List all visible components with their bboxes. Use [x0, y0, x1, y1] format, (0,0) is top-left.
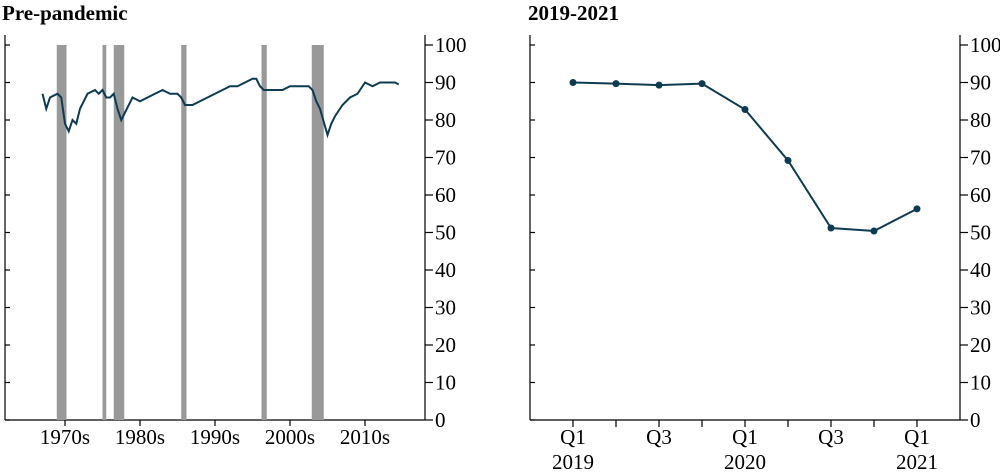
data-point [741, 106, 749, 113]
panel-title: 2019-2021 [528, 1, 619, 25]
y-tick-label: 40 [435, 258, 456, 282]
y-tick-label: 50 [970, 221, 991, 245]
x-tick-label: 2010s [340, 425, 390, 449]
x-tick-label: Q3 [646, 425, 672, 449]
x-tick-label: Q1 2021 [896, 425, 938, 474]
recession-bar [102, 45, 107, 420]
data-point [913, 205, 921, 213]
x-tick-label: 1990s [190, 425, 240, 449]
y-tick-label: 100 [970, 33, 1000, 57]
y-tick-label: 50 [435, 221, 456, 245]
y-tick-label: 100 [435, 33, 467, 57]
recession-bar [181, 45, 187, 420]
data-point [698, 80, 706, 88]
recession-bar [261, 45, 267, 420]
y-tick-label: 0 [435, 408, 446, 432]
x-tick-label: Q1 2020 [724, 425, 766, 474]
y-tick-label: 30 [970, 296, 991, 320]
recession-bar [311, 45, 324, 420]
y-tick-label: 40 [970, 258, 991, 282]
panel-title: Pre-pandemic [2, 1, 128, 25]
y-tick-label: 60 [970, 183, 991, 207]
recession-bar [56, 45, 67, 420]
y-tick-label: 90 [435, 71, 456, 95]
y-tick-label: 20 [970, 333, 991, 357]
y-tick-label: 20 [435, 333, 456, 357]
x-tick-label: 1970s [40, 425, 90, 449]
y-tick-label: 30 [435, 296, 456, 320]
data-point [870, 227, 878, 235]
y-tick-label: 70 [435, 146, 456, 170]
x-tick-label: Q3 [818, 425, 844, 449]
x-tick-label: 1980s [115, 425, 165, 449]
data-point [655, 81, 663, 89]
data-line [41, 77, 400, 139]
y-tick-label: 70 [970, 146, 991, 170]
data-point [827, 224, 835, 232]
y-tick-label: 60 [435, 183, 456, 207]
y-tick-label: 90 [970, 71, 991, 95]
y-tick-label: 10 [435, 371, 456, 395]
x-tick-label: 2000s [265, 425, 315, 449]
y-tick-label: 80 [435, 108, 456, 132]
data-point [569, 79, 577, 86]
recession-bar [113, 45, 125, 420]
x-tick-label: Q1 2019 [552, 425, 594, 474]
data-line [572, 81, 918, 233]
data-point [784, 157, 792, 164]
y-tick-label: 0 [970, 408, 981, 432]
y-tick-label: 10 [970, 371, 991, 395]
y-tick-label: 80 [970, 108, 991, 132]
data-point [612, 80, 620, 88]
